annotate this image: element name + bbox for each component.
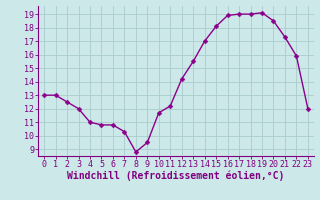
X-axis label: Windchill (Refroidissement éolien,°C): Windchill (Refroidissement éolien,°C) [67, 171, 285, 181]
